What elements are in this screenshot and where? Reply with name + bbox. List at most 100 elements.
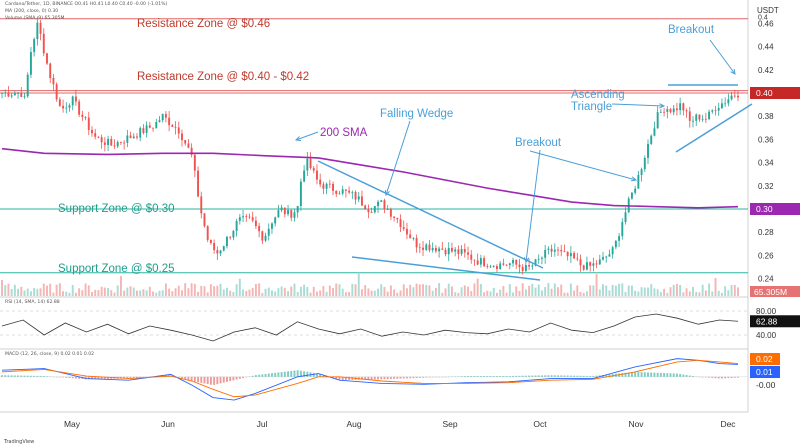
candle-body — [659, 111, 662, 113]
macd-histogram-bar — [672, 373, 675, 377]
macd-histogram-bar — [126, 376, 129, 379]
wedge-lower-line — [351, 256, 541, 281]
price-tick-label: 0.28 — [758, 228, 774, 237]
macd-histogram-bar — [258, 374, 261, 377]
macd-histogram-bar — [396, 376, 399, 379]
candle-body — [495, 266, 498, 269]
volume-bar — [473, 283, 476, 296]
macd-histogram-bar — [650, 372, 653, 377]
candle-body — [508, 263, 511, 266]
candle-body — [675, 108, 678, 111]
macd-histogram-bar — [52, 376, 55, 378]
candle-body — [733, 95, 736, 97]
macd-histogram-bar — [1, 375, 3, 377]
macd-histogram-bar — [344, 376, 347, 381]
volume-bar — [222, 289, 225, 296]
candle-body — [187, 143, 190, 148]
candle-body — [605, 256, 608, 258]
candle-body — [737, 95, 739, 98]
macd-histogram-bar — [33, 375, 36, 377]
volume-bar — [200, 285, 203, 296]
macd-histogram-bar — [87, 376, 90, 380]
candle-body — [399, 219, 402, 228]
candle-body — [406, 228, 408, 235]
macd-histogram-bar — [711, 376, 714, 378]
macd-histogram-bar — [232, 376, 235, 381]
macd-histogram-bar — [139, 376, 142, 378]
candle-body — [447, 247, 450, 255]
volume-bars: 65.305M — [1, 272, 800, 297]
candle-body — [621, 222, 624, 237]
volume-bar — [354, 284, 357, 296]
macd-histogram-bar — [123, 376, 126, 379]
candle-body — [357, 196, 360, 200]
volume-bar — [483, 292, 486, 296]
macd-histogram-bar — [553, 375, 556, 377]
macd-histogram-bar — [528, 375, 531, 377]
macd-histogram-bar — [200, 376, 203, 383]
candle-body — [213, 242, 216, 251]
candle-body — [74, 96, 77, 102]
volume-bar — [58, 283, 61, 296]
macd-histogram-bar — [136, 376, 138, 378]
candles — [1, 16, 739, 275]
volume-bar — [708, 283, 711, 296]
macd-histogram-bar — [71, 376, 74, 379]
macd-histogram-bar — [508, 376, 511, 377]
macd-histogram-bar — [444, 376, 447, 378]
candle-body — [7, 92, 10, 97]
macd-histogram-bar — [659, 372, 662, 377]
macd-histogram-bar — [679, 374, 682, 377]
candle-body — [107, 138, 110, 145]
macd-histogram-bar — [531, 375, 534, 377]
candle-body — [17, 92, 20, 94]
macd-histogram-bar — [226, 376, 228, 382]
volume-bar — [489, 291, 492, 296]
candle-body — [119, 142, 122, 143]
volume-bar — [148, 286, 151, 296]
volume-bar — [717, 290, 720, 296]
candle-body — [367, 209, 370, 213]
volume-bar — [145, 290, 148, 296]
volume-bar — [737, 287, 739, 296]
volume-bar — [299, 286, 302, 296]
volume-bar — [164, 283, 167, 296]
candle-body — [679, 103, 682, 111]
candle-body — [248, 216, 251, 218]
macd-histogram-bar — [245, 376, 248, 378]
candle-body — [52, 77, 55, 85]
candle-body — [344, 189, 347, 191]
volume-bar — [711, 291, 714, 296]
macd-histogram-bar — [58, 376, 61, 378]
candle-body — [181, 133, 183, 141]
volume-bar — [409, 284, 412, 296]
candle-body — [348, 190, 351, 193]
macd-histogram-bar — [380, 376, 383, 380]
candle-body — [20, 92, 23, 97]
candle-body — [412, 238, 415, 239]
candle-body — [271, 223, 273, 229]
macd-histogram-bar — [287, 371, 290, 377]
macd-histogram-bar — [640, 372, 643, 377]
macd-histogram-bar — [4, 375, 7, 377]
volume-bar — [467, 286, 469, 296]
macd-histogram-bar — [434, 376, 437, 378]
macd-histogram-bar — [521, 375, 524, 377]
price-badge — [750, 203, 800, 215]
volume-bar — [666, 292, 669, 296]
volume-bar — [26, 288, 29, 296]
macd-histogram-bar — [261, 374, 264, 377]
candle-body — [499, 263, 502, 269]
macd-histogram-bar — [181, 376, 183, 379]
candle-body — [573, 252, 576, 259]
candle-body — [177, 127, 180, 134]
volume-bar — [714, 278, 717, 296]
macd-histogram-bar — [306, 371, 309, 377]
macd-histogram-bar — [550, 375, 553, 377]
candle-body — [81, 114, 84, 117]
macd-histogram-bar — [91, 376, 93, 380]
candle-body — [62, 105, 65, 109]
price-badge — [750, 87, 800, 99]
volume-bar — [351, 283, 354, 296]
macd-histogram-bar — [177, 376, 180, 378]
